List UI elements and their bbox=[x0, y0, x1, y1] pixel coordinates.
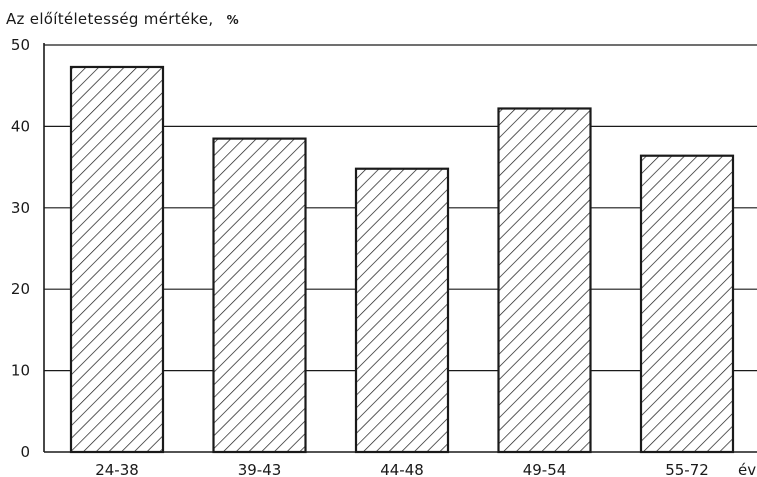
x-tick-label: 55-72 bbox=[665, 461, 709, 477]
axes bbox=[43, 43, 757, 453]
y-tick-label: 40 bbox=[11, 117, 30, 135]
y-tick-label: 50 bbox=[11, 36, 30, 54]
x-tick-label: 49-54 bbox=[523, 461, 567, 477]
y-axis-title: Az előítéletesség mértéke, % bbox=[6, 10, 239, 28]
bar-55-72 bbox=[639, 154, 735, 454]
y-tick-label: 30 bbox=[11, 199, 30, 217]
x-tick-label: 44-48 bbox=[380, 461, 424, 477]
x-axis-unit-label: év bbox=[738, 461, 756, 477]
y-tick-label: 0 bbox=[20, 443, 30, 461]
bar-24-38 bbox=[69, 65, 165, 454]
y-tick-label: 20 bbox=[11, 280, 30, 298]
x-tick-label: 24-38 bbox=[95, 461, 139, 477]
x-tick-label: 39-43 bbox=[238, 461, 282, 477]
bar-39-43 bbox=[212, 137, 307, 454]
y-tick-label: 10 bbox=[11, 362, 30, 380]
bars bbox=[69, 65, 735, 454]
bar-44-48 bbox=[354, 167, 450, 454]
y-axis-title-text: Az előítéletesség mértéke, bbox=[6, 10, 214, 28]
bar-49-54 bbox=[497, 107, 592, 454]
y-axis-unit: % bbox=[226, 13, 239, 27]
tick-labels: 0 10 20 30 40 50 24-38 39-43 44-48 49-54 55-72 év bbox=[11, 36, 756, 477]
